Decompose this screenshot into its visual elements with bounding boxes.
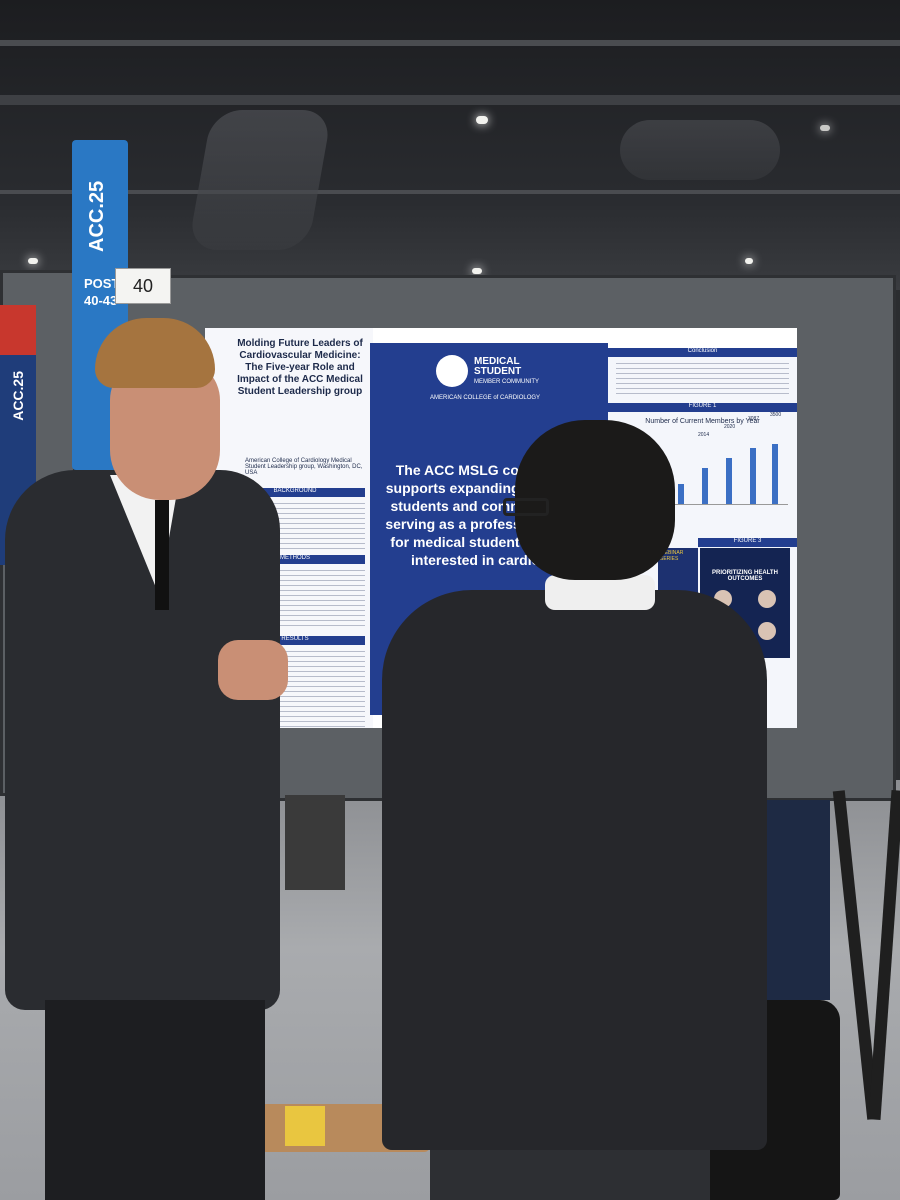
chart-bar — [750, 448, 756, 504]
chart-bar — [702, 468, 708, 504]
section-methods: METHODS — [225, 555, 365, 564]
conclusion-text — [616, 363, 789, 397]
acc-logo-icon — [436, 355, 468, 387]
presenter-tie — [155, 500, 169, 610]
figure1-heading: FIGURE 1 — [608, 403, 797, 412]
visitor-jacket — [382, 590, 767, 1150]
presenter-jacket — [5, 470, 280, 1010]
side-poster-header — [0, 305, 36, 355]
section-results: RESULTS — [225, 636, 365, 645]
tube-label — [285, 1106, 325, 1146]
brand-line1: MEDICAL — [474, 356, 520, 367]
side-sign-text: ACC.25 — [10, 371, 26, 421]
board-number: 40 — [115, 268, 171, 304]
conclusion-heading: Conclusion — [608, 348, 797, 357]
glasses-icon — [503, 498, 549, 516]
brand-line3: MEMBER COMMUNITY — [474, 379, 539, 385]
presenter-hair — [95, 318, 215, 388]
poster-affiliation: American College of Cardiology Medical S… — [245, 458, 363, 476]
chart-bar — [678, 484, 684, 504]
visitor-pants — [430, 1150, 710, 1200]
background-person — [285, 795, 345, 890]
college-name: AMERICAN COLLEGE of CARDIOLOGY — [430, 395, 541, 401]
speaker-avatar — [758, 590, 776, 608]
chart-value-label: 3087 — [748, 416, 760, 422]
poster-title: Molding Future Leaders of Cardiovascular… — [237, 338, 363, 397]
ceiling-light — [820, 125, 830, 131]
speaker-avatar — [758, 622, 776, 640]
ceiling-truss — [0, 40, 900, 46]
ceiling-truss — [0, 190, 900, 194]
chart-bar — [772, 444, 778, 504]
brand-line2: STUDENT — [474, 366, 522, 377]
ceiling-light — [472, 268, 482, 274]
posters-range: 40-43 — [84, 293, 118, 308]
ceiling-light — [745, 258, 753, 264]
brand-block: MEDICAL STUDENT MEMBER COMMUNITY — [474, 357, 539, 387]
figure3-banner: PRIORITIZING HEALTH OUTCOMES — [712, 570, 778, 582]
visitor-collar — [545, 575, 655, 610]
ceiling-light — [476, 116, 488, 124]
chart-value-label: 2020 — [724, 424, 736, 430]
chart-value-label: 3500 — [770, 412, 782, 418]
ceiling-truss — [0, 95, 900, 105]
figure3-heading: FIGURE 3 — [698, 538, 797, 547]
presenter-pants — [45, 1000, 265, 1200]
booth-event: ACC.25 — [86, 180, 108, 252]
figure1-title: Number of Current Members by Year — [645, 418, 760, 425]
section-background: BACKGROUND — [225, 488, 365, 497]
chart-bar — [726, 458, 732, 504]
chart-value-label: 2014 — [698, 432, 710, 438]
figure1-chart: 2014 2020 3087 3500 — [668, 412, 788, 505]
ceiling-light — [28, 258, 38, 264]
ceiling-duct — [620, 120, 780, 180]
presenter-hand — [218, 640, 288, 700]
